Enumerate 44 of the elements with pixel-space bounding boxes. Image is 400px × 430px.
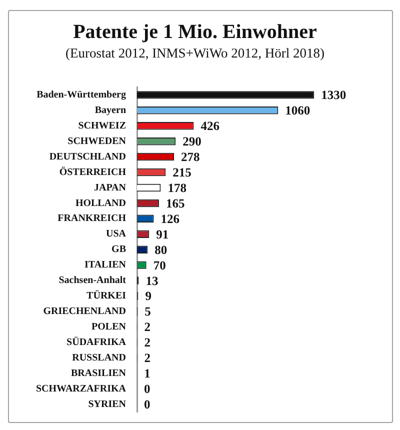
y-tick-label: SCHWEIZ: [78, 120, 126, 132]
y-tick-label: SÜDAFRIKA: [66, 336, 127, 348]
y-tick-label: BRASILIEN: [70, 368, 127, 379]
data-label: 2: [144, 320, 151, 334]
chart-subtitle: (Eurostat 2012, INMS+WiWo 2012, Hörl 2018): [65, 46, 325, 61]
y-tick-label: RUSSLAND: [72, 352, 126, 364]
data-label: 165: [166, 196, 185, 210]
y-tick-label: USA: [106, 228, 127, 240]
data-label: 91: [156, 227, 169, 242]
y-tick-label: Bayern: [94, 104, 126, 116]
y-tick-label: POLEN: [92, 322, 127, 333]
data-label: 126: [160, 212, 180, 226]
data-label: 70: [153, 258, 166, 272]
y-tick-label: JAPAN: [94, 182, 127, 194]
y-tick-label: ÖSTERREICH: [59, 166, 126, 178]
data-label: 215: [172, 166, 192, 180]
data-label: 13: [146, 274, 158, 288]
data-label: 80: [154, 242, 168, 257]
y-tick-label: SYRIEN: [88, 398, 127, 410]
y-tick-label: FRANKREICH: [58, 213, 126, 224]
data-label: 2: [144, 351, 151, 366]
chart-title: Patente je 1 Mio. Einwohner: [73, 21, 318, 44]
data-label: 5: [144, 304, 151, 319]
data-label: 1060: [285, 104, 310, 118]
data-label: 290: [182, 134, 202, 149]
data-label: 426: [200, 119, 220, 134]
y-tick-label: SCHWARZAFRIKA: [36, 383, 127, 394]
data-label: 278: [181, 150, 200, 164]
data-label: 1330: [321, 88, 346, 102]
y-tick-label: ITALIEN: [84, 260, 127, 271]
y-tick-label: TÜRKEI: [86, 290, 126, 302]
y-tick-label: HOLLAND: [75, 198, 126, 209]
data-label: 9: [145, 289, 152, 304]
y-tick-label: GB: [112, 244, 126, 256]
y-tick-label: SCHWEDEN: [68, 136, 127, 147]
data-label: 1: [144, 366, 150, 381]
y-tick-label: GRIECHENLAND: [43, 306, 126, 318]
data-label: 2: [144, 336, 151, 350]
y-tick-label: DEUTSCHLAND: [49, 151, 126, 162]
data-label: 0: [144, 398, 150, 412]
y-tick-label: Baden-Württemberg: [36, 90, 126, 101]
data-label: 178: [168, 180, 186, 195]
y-tick-label: Sachsen-Anhalt: [58, 275, 127, 286]
data-label: 0: [144, 382, 150, 396]
